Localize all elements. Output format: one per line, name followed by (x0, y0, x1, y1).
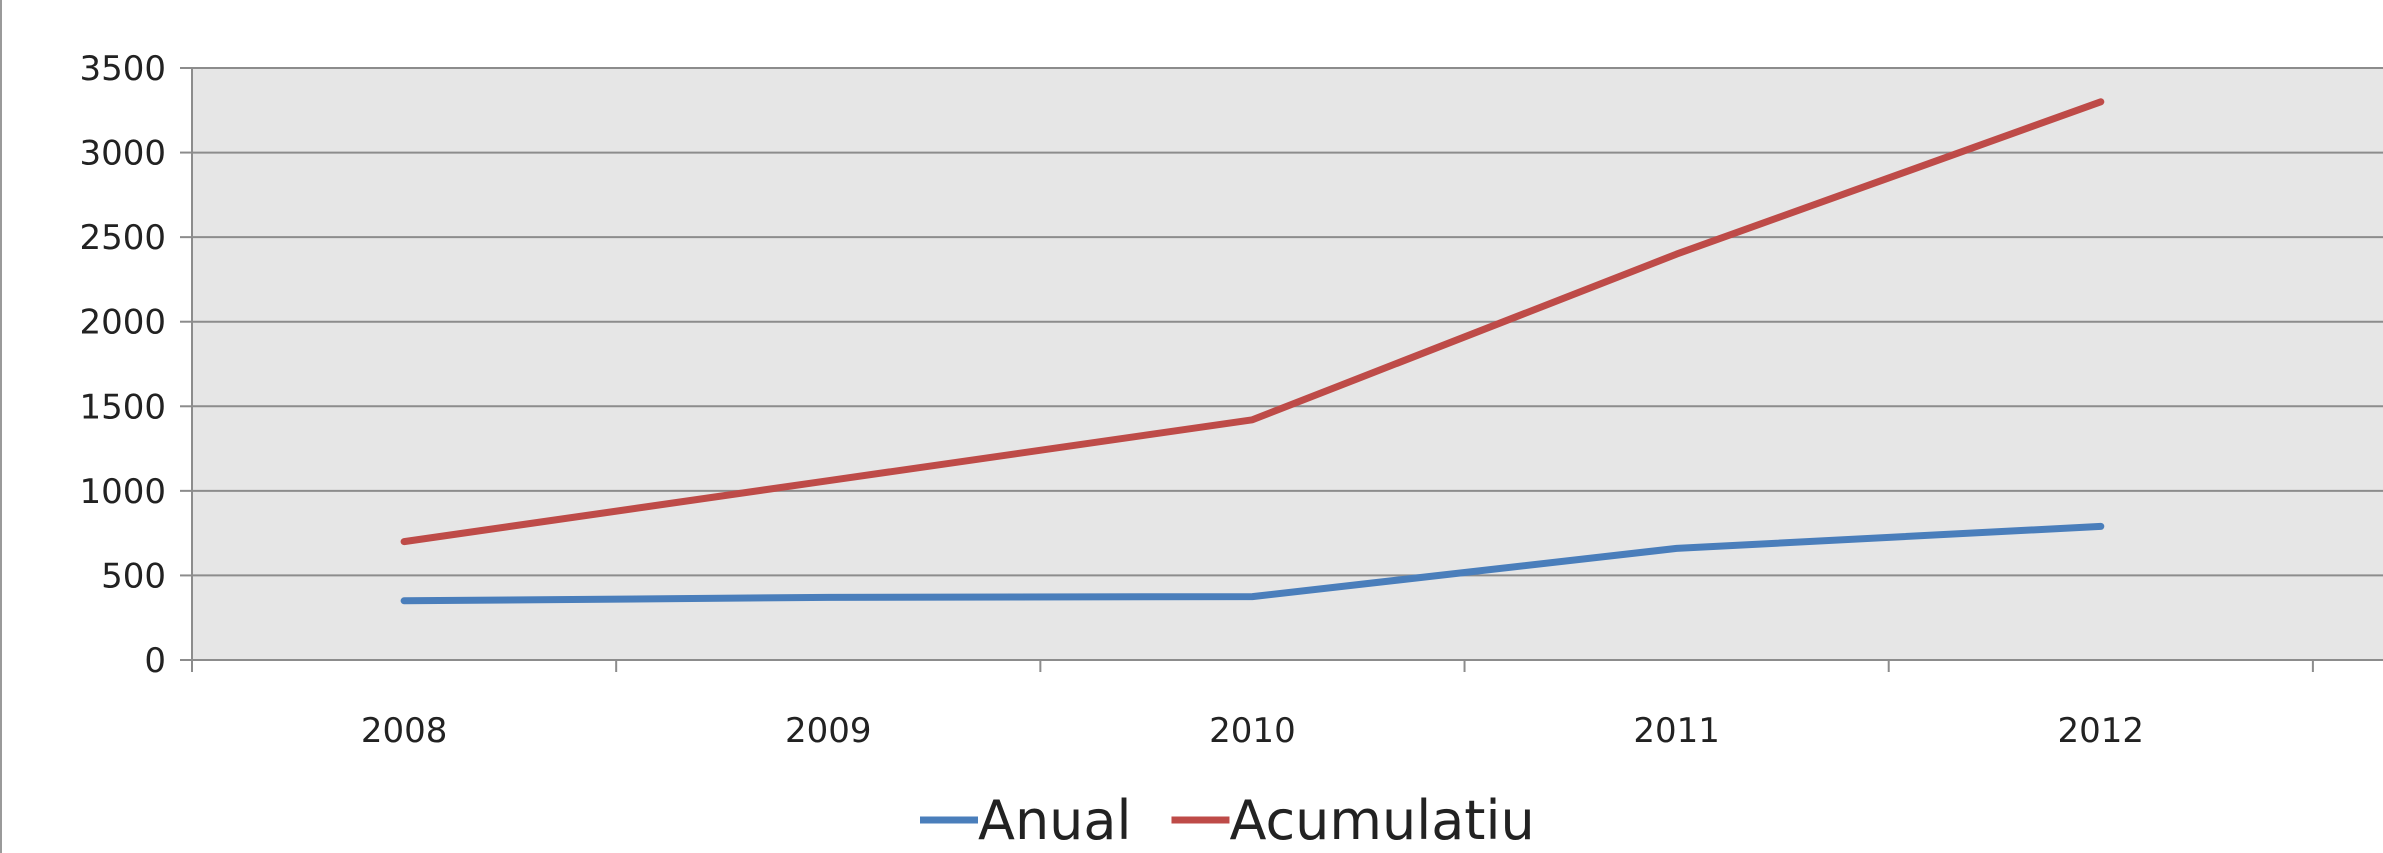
legend-label-anual: Anual (978, 789, 1131, 852)
x-tick-label: 2010 (1209, 711, 1296, 751)
x-tick-label: 2012 (2058, 711, 2145, 751)
x-tick-labels: 2008 2009 2010 2011 2012 (361, 711, 2144, 751)
y-tick-label: 500 (101, 556, 166, 596)
y-tick-label: 3500 (79, 49, 166, 89)
y-tick-labels: 0 500 1000 1500 2000 2500 3000 3500 (79, 49, 166, 681)
y-tick-label: 2000 (79, 303, 166, 343)
y-tick-label: 3000 (79, 134, 166, 174)
plot-area (192, 68, 2383, 660)
y-tick-label: 2500 (79, 218, 166, 258)
legend: Anual Acumulatiu (920, 789, 1535, 852)
x-tick-label: 2011 (1633, 711, 1720, 751)
series-lines (400, 98, 2105, 605)
axes (191, 68, 2383, 672)
legend-label-acumulatiu: Acumulatiu (1229, 789, 1534, 852)
y-tick-label: 1000 (79, 472, 166, 512)
y-tick-label: 1500 (79, 387, 166, 427)
y-tick-label: 0 (144, 641, 166, 681)
x-tick-label: 2009 (785, 711, 872, 751)
x-tick-label: 2008 (361, 711, 448, 751)
